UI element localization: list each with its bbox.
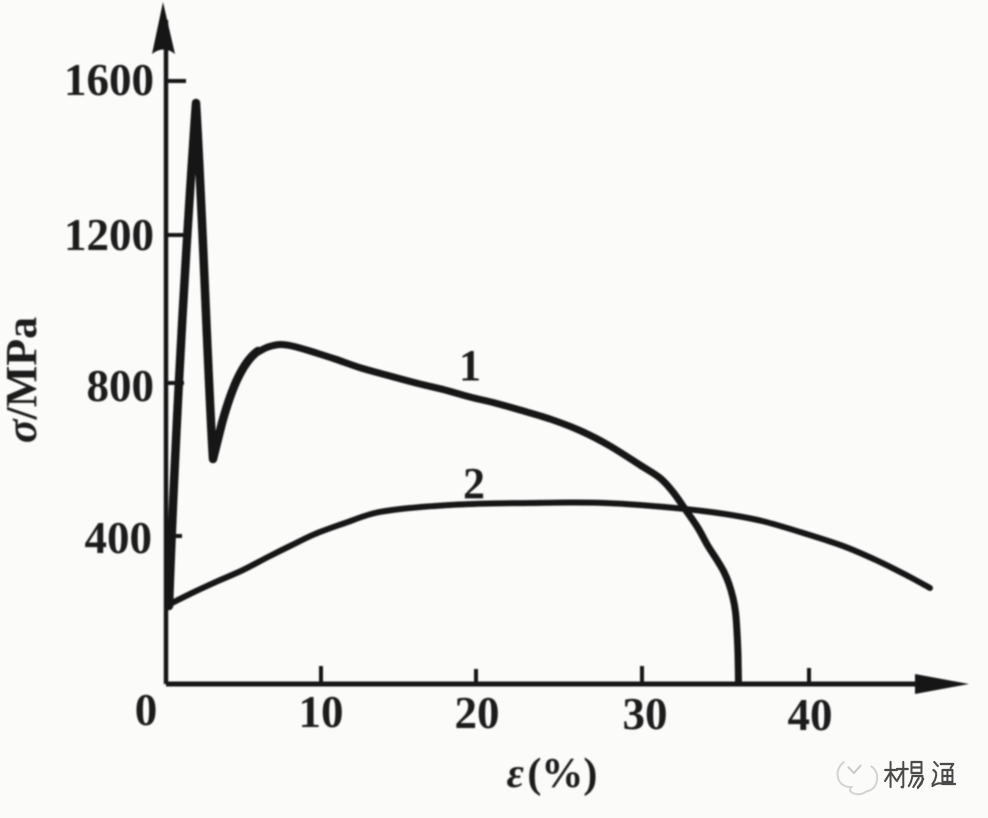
svg-text:10: 10 <box>299 687 344 737</box>
svg-text:30: 30 <box>623 689 668 739</box>
svg-text:0: 0 <box>135 685 158 735</box>
svg-text:1200: 1200 <box>64 210 154 260</box>
svg-text:20: 20 <box>455 688 500 738</box>
svg-text:40: 40 <box>788 690 833 740</box>
svg-text:800: 800 <box>87 361 155 411</box>
svg-text:σ/MPa: σ/MPa <box>0 317 46 443</box>
svg-text:2: 2 <box>463 459 485 508</box>
svg-text:1: 1 <box>459 341 481 390</box>
svg-text:ε (%): ε (%) <box>507 751 598 797</box>
svg-text:1600: 1600 <box>64 55 154 105</box>
svg-text:400: 400 <box>85 513 153 563</box>
